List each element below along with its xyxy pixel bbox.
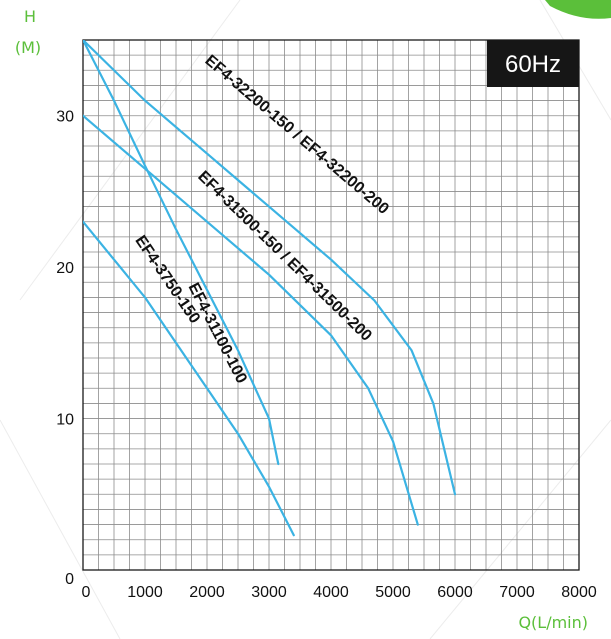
curve-line-2 <box>83 114 419 526</box>
grid <box>83 40 579 570</box>
x-tick-label: 3000 <box>251 584 287 601</box>
curve-line-1 <box>83 40 457 496</box>
corner-accent-shape <box>545 0 611 19</box>
x-tick-label: 7000 <box>499 584 535 601</box>
curves <box>83 40 457 537</box>
x-tick-label: 2000 <box>189 584 225 601</box>
plot-frame <box>82 39 580 571</box>
y-tick-label: 10 <box>56 412 74 429</box>
x-tick-label: 6000 <box>437 584 473 601</box>
frequency-badge-background <box>487 40 579 87</box>
y-axis-title-line2: (M) <box>15 38 41 57</box>
x-tick-label: 8000 <box>561 584 597 601</box>
x-axis-title: Q(L/min) <box>518 613 588 632</box>
tick-labels: 1000 2000 3000 4000 5000 6000 7000 8000 00 10 20 30 <box>56 109 597 601</box>
frequency-badge: 60Hz <box>487 40 579 87</box>
curve-line-3 <box>83 40 280 466</box>
y-tick-label: 0 <box>65 571 74 588</box>
curve-line-4 <box>83 220 295 537</box>
x-tick-label: 1000 <box>127 584 163 601</box>
frequency-badge-text: 60Hz <box>505 51 561 78</box>
y-axis-title-line1: H <box>24 7 36 26</box>
x-tick-label: 5000 <box>375 584 411 601</box>
x-tick-label: 4000 <box>313 584 349 601</box>
x-tick-label: 0 <box>82 584 91 601</box>
y-tick-label: 30 <box>56 109 74 126</box>
y-tick-label: 20 <box>56 260 74 277</box>
